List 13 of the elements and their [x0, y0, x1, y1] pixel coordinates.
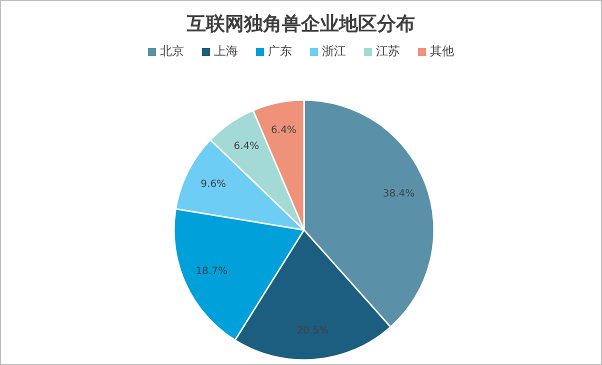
- legend-label: 北京: [160, 43, 184, 60]
- legend-label: 江苏: [376, 43, 400, 60]
- legend-label: 浙江: [322, 43, 346, 60]
- data-label: 20.5%: [296, 326, 328, 337]
- data-label: 6.4%: [234, 140, 260, 152]
- legend-label: 上海: [214, 43, 238, 60]
- legend-label: 其他: [430, 43, 454, 60]
- data-label: 38.4%: [382, 188, 415, 200]
- legend-label: 广东: [268, 43, 292, 60]
- data-label: 18.7%: [196, 266, 228, 278]
- chart-title: 互联网独角兽企业地区分布: [186, 12, 416, 37]
- data-label: 9.6%: [200, 179, 226, 190]
- data-label: 6.4%: [271, 125, 296, 136]
